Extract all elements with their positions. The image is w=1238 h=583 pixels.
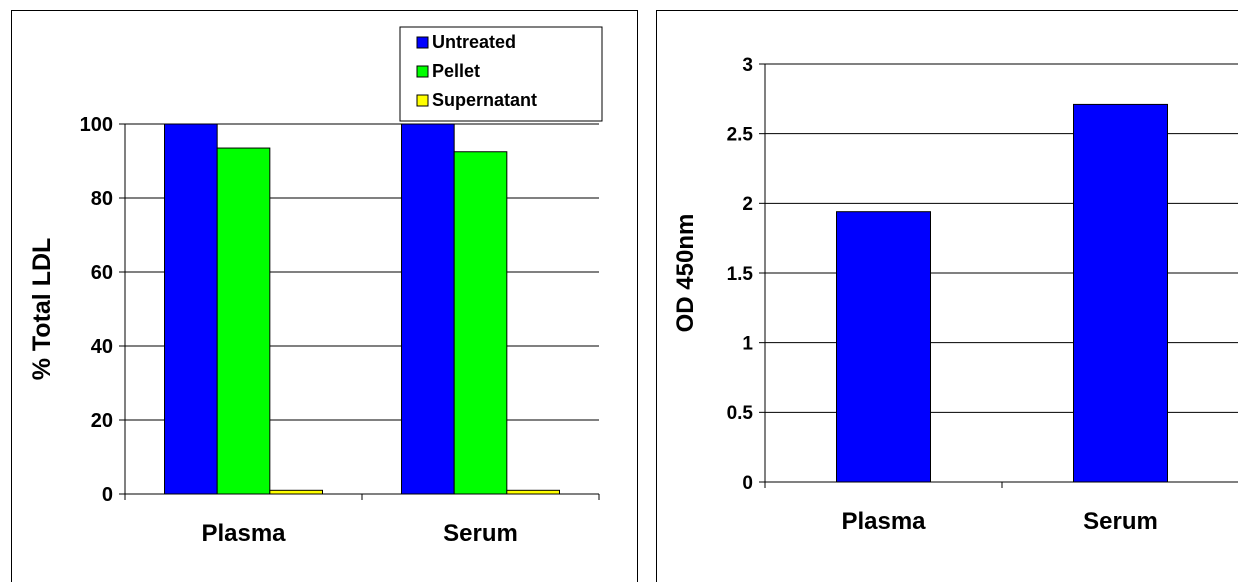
y-tick-label: 20 xyxy=(91,410,113,432)
y-tick-label: 40 xyxy=(91,336,113,358)
y-tick-label: 1.5 xyxy=(727,264,754,285)
y-tick-label: 0 xyxy=(102,484,113,506)
bar-od-serum xyxy=(1073,103,1168,483)
y-tick-label: 3 xyxy=(742,55,753,76)
y-tick-label: 80 xyxy=(91,188,113,210)
legend-label-untreated: Untreated xyxy=(432,32,516,52)
legend-label-supernatant: Supernatant xyxy=(432,90,537,110)
legend-label-pellet: Pellet xyxy=(432,61,480,81)
right-chart-panel: 0 0.5 1 1.5 2 2.5 3 Plasma Serum OD 450nm xyxy=(656,10,1238,582)
category-label: Plasma xyxy=(201,520,286,547)
y-tick-label: 2 xyxy=(742,194,753,215)
y-tick-label: 0.5 xyxy=(727,403,754,424)
bar-supernatant-serum xyxy=(506,489,561,495)
legend-swatch-untreated xyxy=(416,36,429,49)
category-label: Serum xyxy=(1083,508,1158,535)
bar-supernatant-plasma xyxy=(269,489,324,495)
y-tick-label: 0 xyxy=(742,473,753,494)
bar-pellet-plasma xyxy=(216,147,271,495)
bar-untreated-serum xyxy=(401,123,455,495)
legend-swatch-supernatant xyxy=(416,94,429,107)
y-tick-label: 60 xyxy=(91,262,113,284)
bar-pellet-serum xyxy=(453,151,508,495)
ldl-bar-chart: 0 20 40 60 80 100 Plasma Serum % Total LDL Untrea… xyxy=(28,26,603,547)
bar-od-plasma xyxy=(836,211,931,483)
bar-untreated-plasma xyxy=(164,123,218,495)
legend-swatch-pellet xyxy=(416,65,429,78)
y-axis-label: % Total LDL xyxy=(28,238,56,381)
y-tick-label: 1 xyxy=(742,334,753,355)
category-label: Plasma xyxy=(841,508,926,535)
y-axis-label: OD 450nm xyxy=(672,214,699,333)
left-chart-panel: 0 20 40 60 80 100 Plasma Serum % Total LDL Untrea… xyxy=(11,10,638,582)
y-tick-label: 100 xyxy=(80,114,113,136)
legend-box xyxy=(399,26,603,122)
category-label: Serum xyxy=(443,520,518,547)
od-bar-chart: 0 0.5 1 1.5 2 2.5 3 Plasma Serum OD 450nm xyxy=(672,55,1238,535)
y-tick-label: 2.5 xyxy=(727,125,754,146)
